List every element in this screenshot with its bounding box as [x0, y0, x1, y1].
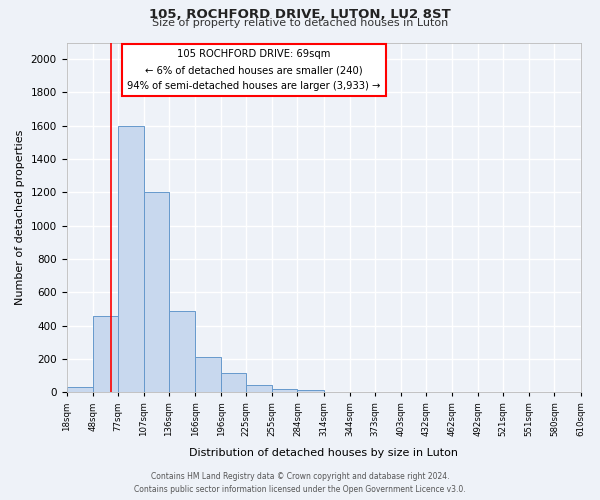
Bar — [298, 390, 323, 392]
Bar — [118, 126, 144, 392]
X-axis label: Distribution of detached houses by size in Luton: Distribution of detached houses by size … — [189, 448, 458, 458]
Text: 105 ROCHFORD DRIVE: 69sqm
← 6% of detached houses are smaller (240)
94% of semi-: 105 ROCHFORD DRIVE: 69sqm ← 6% of detach… — [127, 50, 381, 90]
Text: Contains HM Land Registry data © Crown copyright and database right 2024.
Contai: Contains HM Land Registry data © Crown c… — [134, 472, 466, 494]
Bar — [67, 386, 92, 392]
Y-axis label: Number of detached properties: Number of detached properties — [15, 130, 25, 305]
Bar — [195, 358, 221, 392]
Bar — [246, 385, 272, 392]
Bar — [169, 311, 195, 392]
Bar — [272, 389, 298, 392]
Bar — [221, 374, 246, 392]
Bar — [92, 316, 118, 392]
Text: 105, ROCHFORD DRIVE, LUTON, LU2 8ST: 105, ROCHFORD DRIVE, LUTON, LU2 8ST — [149, 8, 451, 20]
Text: Size of property relative to detached houses in Luton: Size of property relative to detached ho… — [152, 18, 448, 28]
Bar — [144, 192, 169, 392]
